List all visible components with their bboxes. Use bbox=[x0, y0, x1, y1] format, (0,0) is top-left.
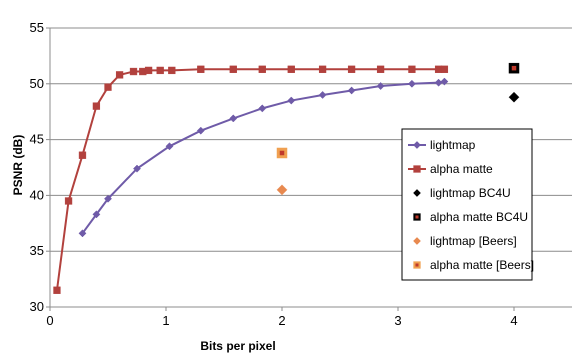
y-tick-label: 55 bbox=[30, 20, 44, 35]
legend-item: lightmap bbox=[408, 138, 476, 152]
x-tick-label: 2 bbox=[278, 313, 285, 328]
data-point bbox=[144, 66, 153, 75]
data-point-center bbox=[279, 150, 285, 156]
tick-labels: 30 35 40 45 50 55 0 1 2 3 4 bbox=[30, 20, 518, 328]
data-point bbox=[287, 96, 296, 105]
data-point bbox=[287, 65, 295, 73]
data-point-center bbox=[415, 263, 419, 267]
data-point bbox=[413, 237, 421, 245]
legend-label: alpha matte [Beers] bbox=[430, 258, 534, 272]
data-point bbox=[92, 210, 101, 219]
y-tick-label: 40 bbox=[30, 187, 44, 202]
data-point bbox=[64, 197, 73, 205]
legend-item: alpha matte [Beers] bbox=[413, 258, 534, 272]
data-point bbox=[407, 79, 416, 88]
data-point bbox=[197, 65, 205, 73]
data-point bbox=[440, 77, 449, 86]
legend-label: lightmap BC4U bbox=[430, 186, 511, 200]
axes bbox=[46, 27, 572, 311]
data-point bbox=[78, 151, 87, 159]
legend: lightmap alpha matte lightmap BC4U alpha ma… bbox=[401, 128, 534, 281]
data-point bbox=[196, 126, 205, 135]
data-point bbox=[258, 65, 266, 73]
legend-box bbox=[401, 128, 533, 281]
data-point bbox=[104, 83, 112, 91]
data-point bbox=[115, 71, 124, 79]
data-point bbox=[156, 66, 164, 75]
data-point bbox=[318, 65, 327, 73]
data-point bbox=[440, 65, 449, 73]
data-point bbox=[413, 165, 421, 173]
x-tick-label: 0 bbox=[46, 313, 53, 328]
y-tick-label: 35 bbox=[30, 243, 44, 258]
data-point bbox=[53, 286, 61, 294]
x-tick-label: 3 bbox=[394, 313, 401, 328]
series-alpha-matte bbox=[53, 65, 449, 294]
y-tick-label: 30 bbox=[30, 299, 44, 314]
data-point bbox=[347, 65, 356, 73]
series-lightmap-beers- bbox=[276, 184, 288, 196]
legend-item: alpha matte BC4U bbox=[413, 210, 528, 224]
data-point bbox=[133, 164, 141, 173]
y-tick-label: 45 bbox=[30, 132, 44, 147]
data-point-center bbox=[511, 65, 517, 71]
data-point bbox=[168, 66, 176, 75]
data-point bbox=[229, 114, 238, 123]
legend-label: alpha matte BC4U bbox=[430, 210, 528, 224]
y-axis-title: PSNR (dB) bbox=[11, 135, 25, 196]
data-point bbox=[92, 102, 101, 110]
data-point bbox=[413, 189, 421, 197]
series-alpha-matte-bc4u bbox=[508, 62, 520, 74]
data-point bbox=[508, 91, 520, 103]
data-point bbox=[376, 82, 385, 90]
data-point bbox=[129, 67, 138, 76]
legend-item: lightmap [Beers] bbox=[413, 234, 517, 248]
data-point bbox=[104, 194, 112, 203]
legend-label: lightmap bbox=[430, 138, 476, 152]
data-point bbox=[318, 91, 327, 99]
data-point bbox=[78, 229, 87, 238]
x-tick-label: 1 bbox=[162, 313, 169, 328]
data-point bbox=[229, 65, 237, 73]
data-point-center bbox=[415, 215, 419, 219]
data-point bbox=[165, 142, 174, 151]
legend-label: alpha matte bbox=[430, 162, 493, 176]
legend-item: lightmap BC4U bbox=[413, 186, 511, 200]
series-layer bbox=[53, 62, 520, 294]
y-tick-label: 50 bbox=[30, 76, 44, 91]
data-point bbox=[413, 141, 421, 149]
data-point bbox=[258, 104, 267, 113]
data-point bbox=[408, 65, 416, 73]
x-axis-title: Bits per pixel bbox=[200, 339, 275, 353]
data-point bbox=[347, 86, 356, 95]
legend-label: lightmap [Beers] bbox=[430, 234, 517, 248]
data-point bbox=[276, 184, 288, 196]
data-point bbox=[376, 65, 385, 73]
x-tick-label: 4 bbox=[510, 313, 517, 328]
series-lightmap-bc4u bbox=[508, 91, 520, 103]
legend-item: alpha matte bbox=[408, 162, 493, 176]
series-lightmap bbox=[78, 77, 449, 238]
series-alpha-matte-beers- bbox=[276, 147, 288, 159]
